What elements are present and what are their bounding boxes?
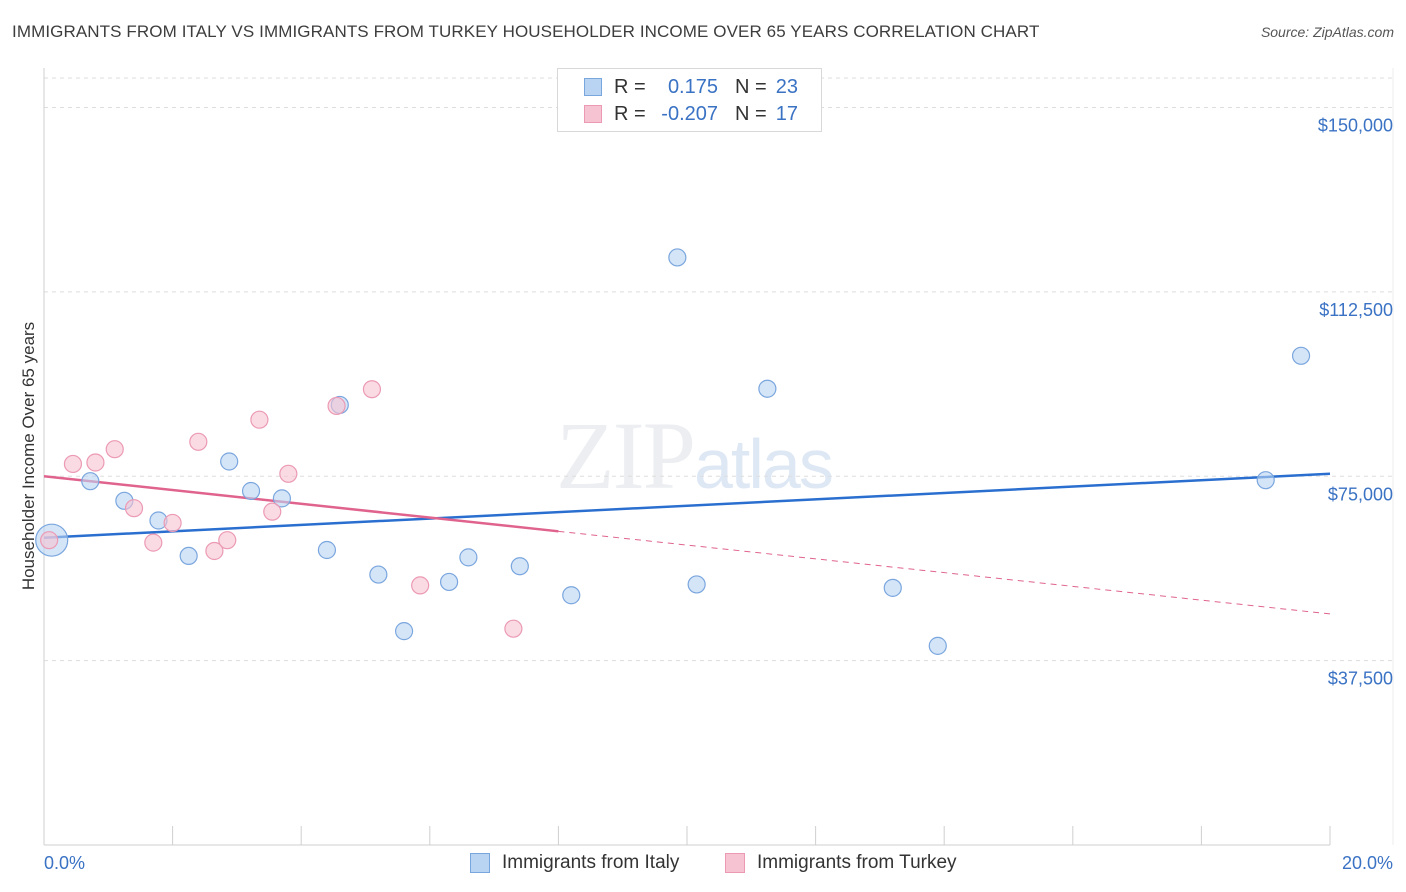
turkey-point-8 (205, 541, 224, 561)
italy-point-17 (687, 575, 706, 594)
italy-point-10 (369, 565, 388, 584)
turkey-point-0 (40, 531, 59, 550)
turkey-point-3 (105, 440, 124, 459)
y-tick-label-1: $75,000 (1328, 484, 1393, 504)
italy-point-14 (510, 557, 529, 576)
italy-point-12 (439, 572, 459, 592)
italy-point-22 (1291, 346, 1311, 365)
italy-point-8 (317, 540, 337, 560)
gridlines (44, 77, 1393, 662)
watermark-atlas: atlas (694, 425, 834, 503)
italy-point-1 (81, 472, 100, 491)
turkey-point-11 (263, 502, 282, 521)
turkey-swatch (584, 105, 602, 123)
y-tick-label-2: $112,500 (1319, 300, 1393, 320)
bottom-italy-label: Immigrants from Italy (502, 852, 680, 873)
trend-lines (43, 472, 1331, 615)
italy-swatch (584, 78, 602, 96)
source-credit: Source: ZipAtlas.com (1260, 24, 1394, 40)
italy-point-5 (220, 452, 239, 471)
italy-point-7 (272, 489, 292, 508)
x-tick-right: 20.0% (1342, 853, 1393, 873)
italy-point-16 (668, 248, 687, 267)
turkey-point-10 (250, 410, 269, 429)
x-tick-left: 0.0% (44, 853, 85, 873)
italy-point-18 (758, 379, 777, 398)
bottom-turkey-label: Immigrants from Turkey (757, 852, 957, 873)
turkey-r-value: -0.207 (661, 103, 718, 125)
y-tick-labels: $37,500 $75,000 $112,500 $150,000 (1318, 116, 1393, 689)
italy-point-19 (883, 578, 902, 597)
turkey-point-15 (411, 576, 430, 595)
italy-n-value: 23 (775, 76, 798, 98)
turkey-point-5 (144, 533, 163, 552)
italy-point-20 (928, 636, 947, 655)
y-axis-label: Householder Income Over 65 years (19, 322, 38, 590)
bottom-italy-swatch (470, 853, 490, 873)
turkey-point-6 (163, 513, 182, 533)
italy-r-value: 0.175 (667, 76, 718, 98)
data-points (35, 248, 1311, 655)
legend-row-turkey: R = -0.207 N = 17 (558, 101, 821, 127)
turkey-point-16 (504, 619, 523, 638)
bottom-turkey-swatch (725, 853, 745, 873)
legend-row-italy: R = 0.175 N = 23 (558, 74, 821, 100)
italy-point-6 (241, 481, 261, 501)
watermark-zip: ZIP (556, 402, 696, 509)
italy-point-21 (1256, 471, 1275, 490)
y-tick-label-0: $37,500 (1328, 669, 1393, 689)
turkey-point-14 (362, 380, 382, 399)
italy-n-label: N = (735, 76, 767, 98)
turkey-point-4 (124, 499, 144, 518)
turkey-point-9 (218, 531, 237, 550)
italy-r-label: R = (614, 76, 646, 98)
italy-point-4 (179, 546, 198, 566)
italy-point-15 (562, 586, 581, 605)
chart-title: IMMIGRANTS FROM ITALY VS IMMIGRANTS FROM… (12, 22, 1040, 41)
watermark: ZIPatlas (556, 400, 834, 511)
turkey-trend-line-extension (558, 530, 1331, 615)
turkey-trend-line (43, 475, 559, 533)
italy-trend-line (43, 472, 1331, 539)
turkey-r-label: R = (614, 103, 646, 125)
y-tick-label-3: $150,000 (1318, 116, 1393, 136)
italy-point-11 (394, 622, 414, 641)
turkey-point-2 (86, 453, 105, 472)
turkey-point-12 (279, 464, 298, 483)
correlation-legend: R = 0.175 N = 23 R = -0.207 N = 17 (557, 68, 822, 132)
turkey-n-value: 17 (775, 103, 798, 125)
turkey-point-7 (189, 432, 208, 451)
italy-point-13 (459, 548, 478, 567)
axes (43, 68, 1394, 846)
turkey-point-13 (327, 396, 346, 416)
turkey-n-label: N = (735, 103, 767, 125)
turkey-point-1 (63, 454, 83, 474)
